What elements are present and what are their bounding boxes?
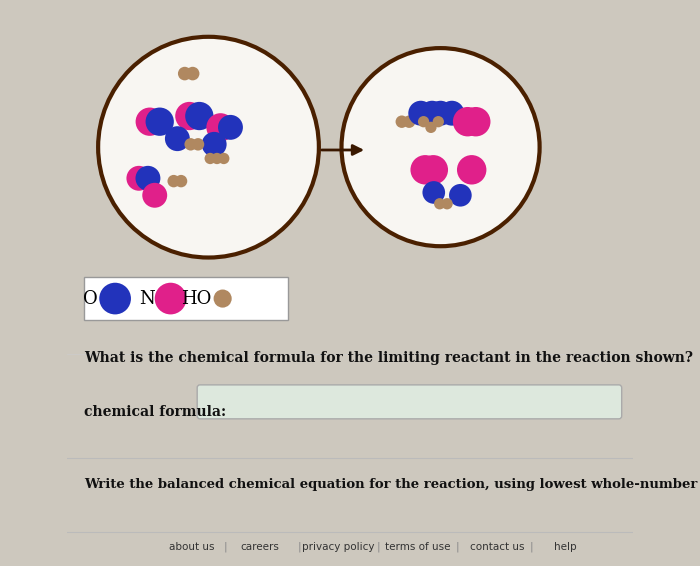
Text: Write the balanced chemical equation for the reaction, using lowest whole-number: Write the balanced chemical equation for…	[84, 478, 700, 491]
Circle shape	[428, 101, 453, 126]
Text: |: |	[456, 541, 459, 552]
Circle shape	[178, 67, 192, 80]
Text: |: |	[298, 541, 301, 552]
Circle shape	[136, 166, 160, 191]
Circle shape	[342, 48, 540, 246]
Circle shape	[136, 108, 164, 136]
Circle shape	[155, 282, 186, 315]
Circle shape	[218, 153, 230, 164]
Circle shape	[218, 115, 243, 140]
Circle shape	[214, 290, 232, 308]
Circle shape	[146, 108, 174, 136]
Circle shape	[192, 138, 204, 151]
Circle shape	[419, 155, 448, 185]
Circle shape	[127, 166, 151, 191]
Text: |: |	[224, 541, 228, 552]
Circle shape	[449, 184, 472, 207]
Circle shape	[461, 107, 491, 136]
Circle shape	[204, 153, 216, 164]
Text: contact us: contact us	[470, 542, 524, 552]
Text: terms of use: terms of use	[385, 542, 451, 552]
Text: O: O	[83, 290, 98, 307]
Circle shape	[98, 37, 319, 258]
Text: careers: careers	[240, 542, 279, 552]
Text: N: N	[139, 290, 155, 307]
Circle shape	[440, 101, 464, 126]
Text: What is the chemical formula for the limiting reactant in the reaction shown?: What is the chemical formula for the lim…	[84, 351, 693, 365]
Circle shape	[99, 282, 131, 315]
Circle shape	[165, 126, 190, 151]
Circle shape	[395, 115, 408, 128]
Text: |: |	[377, 541, 380, 552]
FancyBboxPatch shape	[197, 385, 622, 419]
Text: about us: about us	[169, 542, 214, 552]
Circle shape	[433, 116, 444, 127]
Text: HO: HO	[181, 290, 211, 307]
Circle shape	[426, 122, 437, 133]
Text: chemical formula:: chemical formula:	[84, 405, 226, 419]
Circle shape	[408, 101, 433, 126]
Text: privacy policy: privacy policy	[302, 542, 375, 552]
Circle shape	[142, 183, 167, 208]
Text: |: |	[529, 541, 533, 552]
Circle shape	[422, 181, 445, 204]
Text: help: help	[554, 542, 576, 552]
Circle shape	[410, 155, 440, 185]
Circle shape	[175, 175, 188, 187]
Circle shape	[167, 175, 180, 187]
Circle shape	[457, 155, 486, 185]
Circle shape	[186, 102, 214, 130]
Circle shape	[202, 132, 227, 157]
FancyBboxPatch shape	[84, 277, 288, 320]
Circle shape	[434, 198, 445, 209]
Circle shape	[418, 116, 429, 127]
Circle shape	[186, 67, 200, 80]
Circle shape	[403, 115, 415, 128]
Circle shape	[442, 198, 453, 209]
Circle shape	[419, 101, 445, 126]
Circle shape	[453, 107, 482, 136]
Circle shape	[211, 153, 223, 164]
Circle shape	[175, 102, 204, 130]
Circle shape	[206, 113, 235, 142]
Circle shape	[184, 138, 197, 151]
